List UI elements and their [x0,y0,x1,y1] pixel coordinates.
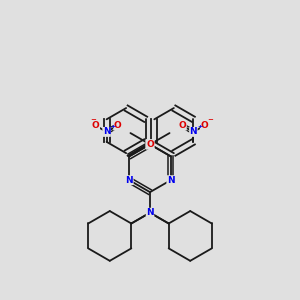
Text: +: + [197,124,202,129]
Text: N: N [146,140,154,149]
Text: N: N [190,128,197,136]
Text: N: N [103,128,110,136]
Text: −: − [91,117,97,123]
Text: N: N [167,176,175,185]
Text: −: − [207,117,213,123]
Text: O: O [200,121,208,130]
Text: O: O [146,140,154,149]
Text: N: N [125,176,133,185]
Text: O: O [114,121,122,130]
Text: N: N [146,208,154,217]
Text: +: + [111,124,116,129]
Text: O: O [92,121,100,130]
Text: O: O [146,140,154,149]
Text: O: O [178,121,186,130]
